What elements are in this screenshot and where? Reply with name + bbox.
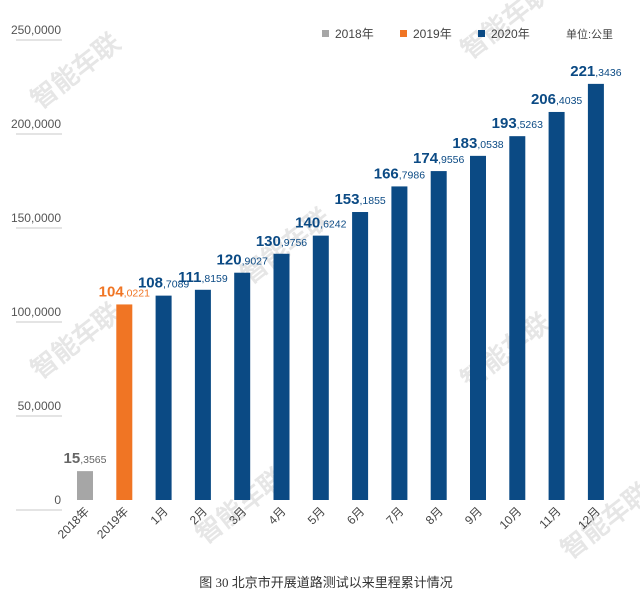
- legend-swatch: [322, 30, 329, 37]
- x-tick-label: 6月: [344, 504, 367, 527]
- x-tick-label: 4月: [266, 504, 289, 527]
- legend: 2018年 2019年 2020年: [322, 27, 530, 41]
- x-tick-label: 1月: [148, 504, 171, 527]
- bar: [430, 171, 447, 500]
- bar-value-label-int: 153: [334, 191, 359, 208]
- bar: [587, 83, 604, 501]
- bar-value-label: 140,6242: [295, 215, 346, 232]
- bar-value-label-frac: ,9556: [438, 154, 464, 166]
- bar-value-label-frac: ,1855: [359, 195, 385, 207]
- bar-value-label: 183,0538: [452, 135, 503, 152]
- bar-value-label: 206,4035: [531, 91, 582, 108]
- bar-value-label-int: 104: [99, 283, 125, 300]
- bar-value-label-frac: ,8159: [201, 273, 227, 285]
- bar-value-label-frac: ,4035: [556, 95, 582, 107]
- bar: [470, 155, 486, 500]
- y-tick-label: 50,0000: [18, 399, 62, 413]
- x-tick-label: 2019年: [94, 504, 131, 541]
- bar-value-label: 153,1855: [334, 191, 385, 208]
- bar: [155, 295, 172, 500]
- bar: [391, 186, 408, 500]
- bar-value-label: 104,0221: [99, 283, 150, 300]
- bar: [194, 289, 211, 500]
- x-tick-label: 11月: [537, 504, 564, 531]
- bar-value-label-frac: ,5263: [517, 119, 543, 131]
- bar-value-label-frac: ,7986: [399, 169, 425, 181]
- bar: [312, 235, 329, 500]
- bar-value-label-int: 221: [570, 63, 595, 80]
- legend-label: 2019年: [413, 27, 452, 41]
- bar-value-label-frac: ,6242: [320, 219, 346, 231]
- bar-value-label-int: 108: [138, 275, 163, 292]
- bar-value-label-frac: ,3565: [80, 454, 106, 466]
- x-tick-label: 8月: [423, 504, 446, 527]
- legend-swatch: [478, 30, 485, 37]
- bar: [548, 111, 565, 500]
- bar-value-label-int: 130: [256, 233, 281, 250]
- bar-value-label-int: 140: [295, 215, 320, 232]
- y-tick-label: 200,0000: [11, 117, 61, 131]
- legend-label: 2018年: [335, 27, 374, 41]
- y-tick-label: 0: [54, 493, 61, 507]
- bar-value-label: 108,7089: [138, 275, 189, 292]
- bar: [77, 471, 93, 500]
- bar-value-label: 120,9027: [217, 252, 268, 269]
- y-tick-label: 250,0000: [11, 23, 61, 37]
- unit-label: 单位:公里: [566, 27, 613, 41]
- bar: [509, 136, 526, 500]
- legend-swatch: [400, 30, 407, 37]
- bar-value-label-frac: ,3436: [595, 67, 621, 79]
- bar-value-label-int: 174: [413, 150, 439, 167]
- figure-caption: 图 30 北京市开展道路测试以来里程累计情况: [199, 575, 453, 590]
- bar-value-label-frac: ,7089: [163, 279, 189, 291]
- bar-value-label-int: 166: [374, 165, 399, 182]
- bar-value-label-int: 193: [492, 115, 517, 132]
- bar-value-label-int: 206: [531, 91, 556, 108]
- bar-value-label: 15,3565: [64, 450, 107, 467]
- x-axis: 2018年 2019年 1月 2月 3月 4月 5月 6月 7月 8月 9月 10月 11月 12月: [55, 504, 603, 541]
- x-tick-label: 9月: [462, 504, 485, 527]
- bar: [116, 304, 133, 500]
- legend-label: 2020年: [491, 27, 530, 41]
- x-tick-label: 7月: [383, 504, 406, 527]
- bar-value-label-int: 120: [217, 252, 242, 269]
- bar-value-label-int: 183: [452, 135, 477, 152]
- bar-value-label-frac: ,0538: [477, 139, 503, 151]
- data-labels: 15,3565104,0221108,7089111,8159120,90271…: [64, 63, 622, 467]
- y-tick-label: 150,0000: [11, 211, 61, 225]
- x-tick-label: 5月: [305, 504, 328, 527]
- bars: [77, 83, 604, 501]
- bar-value-label-int: 15: [64, 450, 81, 467]
- bar: [352, 212, 369, 500]
- bar-value-label-frac: ,0221: [124, 287, 150, 299]
- bar-value-label-frac: ,9756: [281, 237, 307, 249]
- bar-value-label: 130,9756: [256, 233, 307, 250]
- y-tick-label: 100,0000: [11, 305, 61, 319]
- x-tick-label: 10月: [497, 504, 525, 532]
- bar-value-label: 193,5263: [492, 115, 543, 132]
- bar-value-label: 174,9556: [413, 150, 464, 167]
- bar: [273, 253, 290, 500]
- y-axis: 0 50,0000 100,0000 150,0000 200,0000 250,0000: [11, 23, 62, 511]
- bar: [234, 272, 251, 500]
- bar-value-label-frac: ,9027: [242, 256, 268, 268]
- bar-value-label: 111,8159: [178, 269, 228, 286]
- bar-value-label: 166,7986: [374, 165, 425, 182]
- bar-value-label-int: 111: [178, 269, 201, 286]
- bar-value-label: 221,3436: [570, 63, 621, 80]
